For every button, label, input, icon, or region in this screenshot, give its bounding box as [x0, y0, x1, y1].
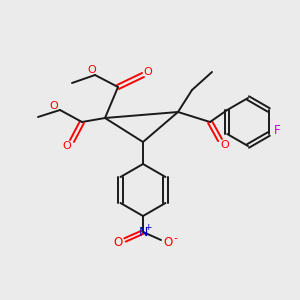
- Text: F: F: [274, 124, 280, 137]
- Text: -: -: [173, 233, 177, 243]
- Text: O: O: [88, 65, 96, 75]
- Text: O: O: [50, 101, 58, 111]
- Text: +: +: [144, 223, 152, 232]
- Text: O: O: [220, 140, 230, 150]
- Text: O: O: [113, 236, 123, 248]
- Text: N: N: [138, 226, 148, 238]
- Text: O: O: [63, 141, 71, 151]
- Text: O: O: [144, 67, 152, 77]
- Text: O: O: [164, 236, 172, 248]
